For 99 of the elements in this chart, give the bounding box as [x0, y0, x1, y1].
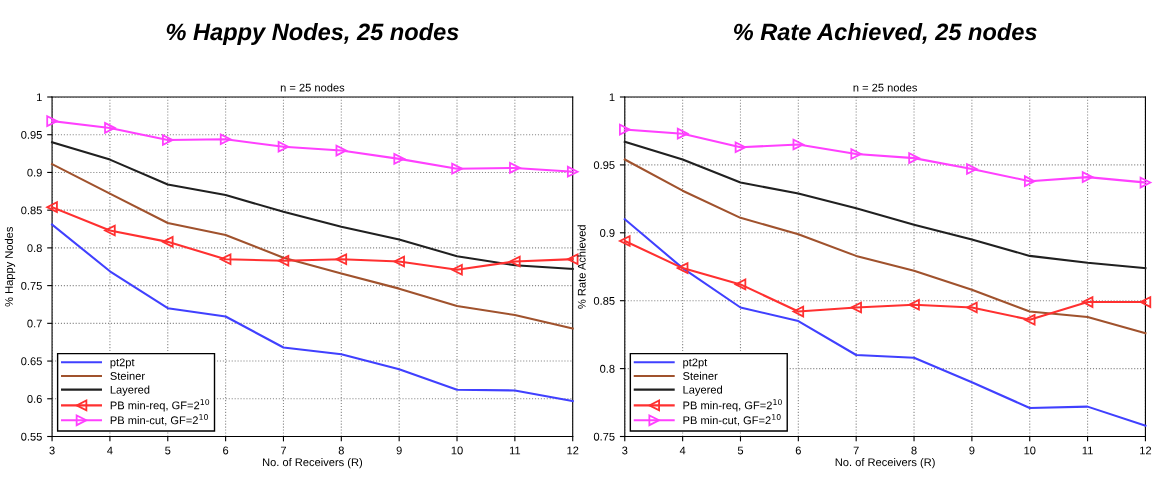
y-tick-label: 0.85: [593, 296, 615, 305]
point: [1023, 175, 1036, 187]
point: [676, 127, 689, 140]
x-tick-label: 8: [911, 446, 917, 455]
line-series: [623, 158, 1147, 335]
x-tick-label: 9: [969, 446, 975, 455]
y-tick-label: 0.9: [27, 168, 42, 177]
y-axis-title: % Rate Achieved: [577, 225, 586, 309]
point: [734, 141, 747, 154]
y-tick-label: 0.85: [21, 206, 42, 215]
y-tick-label: 0.8: [600, 364, 615, 373]
y-tick-label: 0.75: [21, 281, 42, 290]
point: [966, 301, 978, 314]
chart-subtitle: n = 25 nodes: [853, 83, 917, 92]
x-tick-label: 3: [49, 446, 55, 455]
x-tick-label: 7: [853, 446, 859, 455]
y-tick-label: 0.7: [27, 319, 42, 328]
point: [219, 133, 232, 146]
line-series: [623, 140, 1147, 270]
point: [451, 162, 463, 175]
point: [161, 236, 174, 248]
point: [277, 141, 290, 153]
point: [335, 253, 348, 265]
line-series: [51, 141, 574, 271]
y-tick-label: 1: [37, 93, 42, 102]
point: [451, 264, 463, 276]
point: [104, 224, 116, 237]
x-tick-label: 11: [1082, 446, 1093, 455]
point: [104, 122, 116, 134]
point: [277, 254, 290, 267]
chart-subtitle: n = 25 nodes: [280, 83, 345, 92]
y-tick-label: 0.6: [27, 395, 42, 403]
point: [792, 138, 805, 151]
x-tick-label: 5: [165, 446, 171, 455]
y-tick-label: 0.95: [21, 130, 42, 139]
x-tick-label: 8: [338, 446, 344, 455]
x-tick-label: 5: [737, 446, 744, 455]
y-tick-label: 0.75: [593, 432, 615, 441]
point: [393, 255, 405, 268]
point: [219, 253, 232, 265]
line-series: [623, 218, 1147, 427]
point: [509, 162, 521, 174]
legend-label: PB min-cut, GF=2$^{10}$: [683, 414, 781, 426]
legend-label: Layered: [110, 385, 150, 396]
y-tick-label: 1: [609, 93, 615, 102]
point: [46, 115, 58, 127]
x-tick-label: 3: [622, 446, 628, 455]
legend-label: pt2pt: [683, 358, 708, 369]
point: [509, 255, 521, 268]
point: [676, 262, 689, 274]
x-tick-label: 10: [1024, 446, 1036, 455]
point: [850, 148, 862, 160]
legend-label: PB min-cut, GF=2$^{10}$: [110, 414, 208, 426]
x-tick-label: 4: [107, 446, 113, 455]
y-tick-label: 0.95: [593, 161, 615, 170]
y-axis-title: % Happy Nodes: [4, 227, 16, 307]
x-tick-label: 6: [223, 446, 229, 455]
point: [1081, 296, 1094, 308]
legend-label: PB min-req, GF=2$^{10}$: [683, 399, 782, 412]
point: [619, 235, 631, 247]
y-tick-label: 0.55: [21, 432, 42, 441]
point: [1139, 296, 1152, 308]
chart-title: % Rate Achieved, 25 nodes: [733, 22, 1037, 44]
point: [908, 152, 920, 164]
line-series: [51, 163, 574, 330]
x-tick-label: 11: [509, 446, 521, 455]
point: [1081, 171, 1094, 183]
y-tick-label: 0.65: [21, 357, 42, 366]
legend-label: PB min-req, GF=2$^{10}$: [110, 399, 210, 412]
x-tick-label: 7: [280, 446, 286, 455]
point: [566, 165, 579, 178]
point: [908, 299, 920, 311]
x-axis-title: No. of Receivers (R): [262, 457, 363, 469]
point: [161, 134, 174, 146]
point: [1023, 313, 1036, 326]
x-tick-label: 12: [567, 446, 579, 455]
legend-label: Layered: [683, 385, 722, 396]
point: [335, 144, 348, 157]
legend-label: Steiner: [683, 371, 718, 380]
chart-title: % Happy Nodes, 25 nodes: [166, 22, 459, 45]
point: [792, 305, 805, 318]
point: [734, 278, 747, 291]
point: [850, 301, 862, 314]
y-tick-label: 0.9: [600, 229, 615, 237]
y-tick-label: 0.8: [27, 244, 42, 253]
x-tick-label: 9: [396, 446, 402, 455]
point: [46, 201, 58, 213]
x-tick-label: 4: [679, 446, 686, 455]
point: [393, 153, 405, 165]
point: [966, 163, 978, 175]
line-series: [51, 223, 574, 403]
x-tick-label: 12: [1140, 446, 1152, 455]
x-tick-label: 6: [795, 446, 801, 455]
point: [619, 123, 631, 136]
point: [1139, 176, 1152, 189]
legend-label: Steiner: [110, 371, 145, 380]
x-tick-label: 10: [451, 446, 463, 455]
x-axis-title: No. of Receivers (R): [835, 457, 935, 469]
legend-label: pt2pt: [110, 358, 135, 369]
